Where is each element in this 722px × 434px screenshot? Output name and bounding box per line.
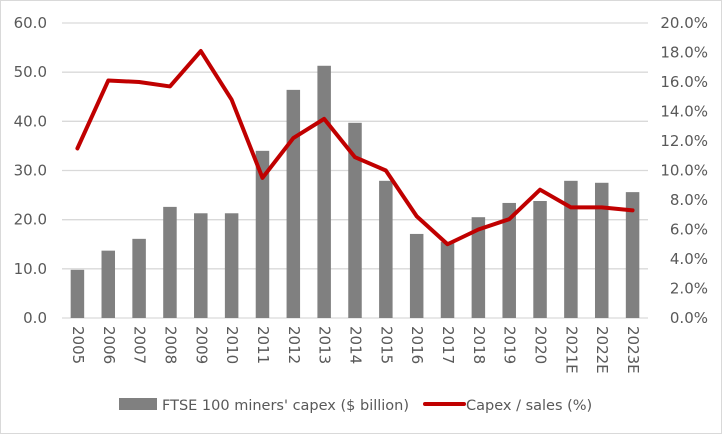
bar (564, 180, 578, 318)
y2-tick-label: 4.0% (670, 250, 708, 268)
y2-tick-label: 16.0% (660, 73, 708, 91)
bar (471, 217, 486, 318)
x-tick-label: 2009 (192, 326, 210, 364)
bar (286, 89, 301, 318)
x-tick-label: 2018 (470, 326, 488, 364)
x-tick-label: 2005 (69, 326, 87, 364)
x-axis: 2005 2006 2007 2008 2009 2010 2011 2012 2013 2014… (69, 326, 642, 374)
x-tick-label: 2019 (501, 326, 519, 364)
bar (163, 206, 177, 318)
x-tick-label: 2014 (347, 326, 365, 364)
x-tick-label: 2023E (624, 326, 642, 374)
y-tick-label: 30.0 (14, 162, 47, 180)
x-tick-label: 2013 (316, 326, 334, 364)
bar (132, 238, 146, 318)
bar (348, 122, 362, 318)
y-tick-label: 40.0 (14, 112, 47, 130)
bar (70, 269, 85, 318)
x-tick-label: 2010 (223, 326, 241, 364)
legend: FTSE 100 miners' capex ($ billion) Capex… (119, 398, 592, 414)
bar (625, 192, 640, 318)
y-tick-label: 60.0 (14, 14, 47, 32)
y-axis-left: 0.0 10.0 20.0 30.0 40.0 50.0 60.0 (14, 14, 47, 327)
bar (255, 150, 270, 318)
bar (317, 65, 331, 319)
bar-series (70, 65, 640, 319)
y2-tick-label: 18.0% (660, 44, 708, 62)
bar (379, 180, 393, 318)
bar (409, 233, 424, 318)
y2-tick-label: 2.0% (670, 280, 708, 298)
x-tick-label: 2021E (562, 326, 580, 374)
y-tick-label: 50.0 (14, 63, 47, 81)
x-tick-label: 2022E (593, 326, 611, 374)
x-tick-label: 2011 (254, 326, 272, 364)
x-tick-label: 2016 (408, 326, 426, 364)
bar (594, 182, 609, 318)
bar (101, 250, 116, 318)
y-tick-label: 20.0 (14, 211, 47, 229)
bar (440, 241, 455, 318)
x-tick-label: 2020 (532, 326, 550, 364)
bar (224, 213, 239, 318)
x-tick-label: 2015 (377, 326, 395, 364)
y2-tick-label: 14.0% (660, 103, 708, 121)
x-tick-label: 2007 (131, 326, 149, 364)
line-series (75, 49, 635, 247)
y2-tick-label: 10.0% (660, 162, 708, 180)
y2-tick-label: 20.0% (660, 14, 708, 32)
y2-tick-label: 8.0% (670, 191, 708, 209)
legend-swatch-bars (119, 398, 157, 410)
gridlines (62, 22, 648, 319)
bar (502, 202, 516, 318)
bar (194, 213, 208, 318)
y-axis-right: 0.0% 2.0% 4.0% 6.0% 8.0% 10.0% 12.0% 14.0% 16.0%… (660, 14, 708, 327)
legend-label-bars: FTSE 100 miners' capex ($ billion) (162, 398, 409, 414)
y-tick-label: 0.0 (23, 309, 47, 327)
legend-label-line: Capex / sales (%) (466, 398, 592, 414)
y2-tick-label: 6.0% (670, 221, 708, 239)
x-tick-label: 2012 (285, 326, 303, 364)
y2-tick-label: 12.0% (660, 132, 708, 150)
bar (533, 200, 547, 318)
x-tick-label: 2006 (100, 326, 118, 364)
y2-tick-label: 0.0% (670, 309, 708, 327)
y-tick-label: 10.0 (14, 260, 47, 278)
x-tick-label: 2017 (439, 326, 457, 364)
x-tick-label: 2008 (161, 326, 179, 364)
